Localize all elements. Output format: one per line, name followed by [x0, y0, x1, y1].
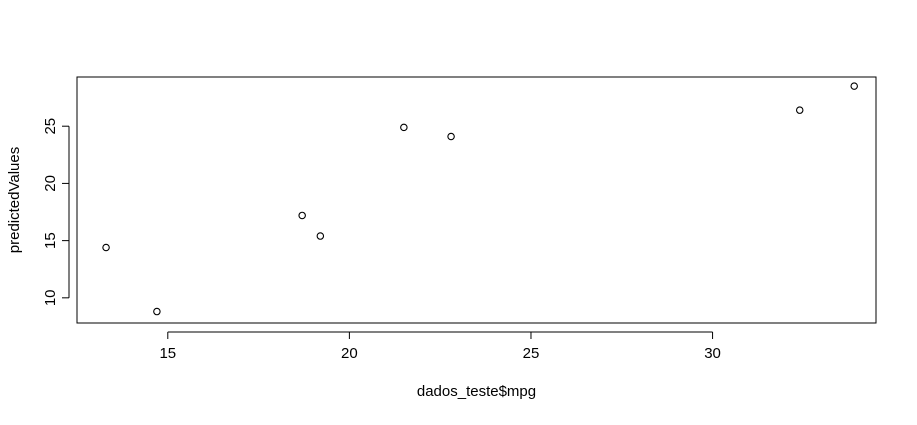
- x-tick-label: 30: [704, 345, 721, 362]
- y-axis: 10 15 20 25: [42, 118, 70, 306]
- scatter-point: [298, 211, 306, 220]
- x-tick-label: 20: [341, 345, 358, 362]
- y-axis-label: predictedValues: [6, 147, 23, 253]
- scatter-point: [102, 243, 110, 252]
- scatter-point: [795, 106, 804, 114]
- x-tick-label: 15: [159, 345, 176, 362]
- scatter-point: [400, 123, 408, 132]
- plot-box: [76, 76, 877, 324]
- data-points: [102, 82, 858, 316]
- y-tick-label: 20: [42, 175, 59, 192]
- scatter-point: [447, 132, 455, 141]
- x-axis: 15 20 25 30: [159, 331, 721, 362]
- y-tick-label: 15: [42, 232, 59, 249]
- scatter-point: [316, 232, 325, 240]
- scatter-point: [850, 82, 858, 90]
- y-tick-label: 25: [42, 118, 59, 135]
- x-tick-label: 25: [523, 345, 540, 362]
- y-tick-label: 10: [42, 289, 59, 306]
- x-axis-label: dados_teste$mpg: [417, 383, 536, 400]
- scatter-point: [153, 307, 161, 316]
